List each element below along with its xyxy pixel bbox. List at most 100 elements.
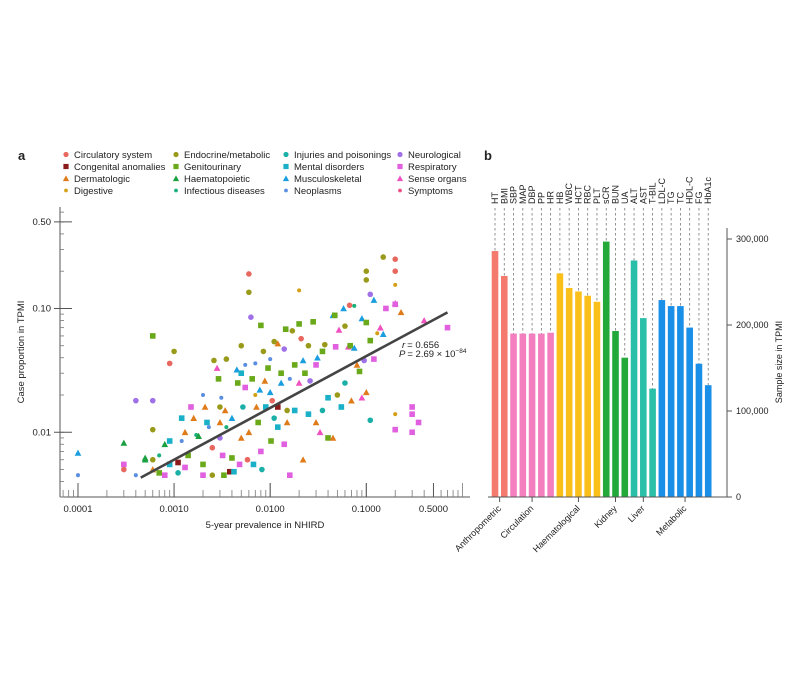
bar-bun	[612, 331, 619, 497]
bar-hr	[547, 332, 554, 497]
data-point	[392, 301, 399, 308]
bar-bmi	[500, 275, 508, 497]
data-point	[238, 342, 245, 349]
data-point	[342, 380, 348, 386]
data-point	[350, 344, 358, 351]
bar-wbc	[565, 288, 573, 497]
data-point	[223, 356, 230, 362]
data-point	[370, 296, 378, 303]
data-point	[200, 461, 206, 468]
data-point	[367, 417, 374, 424]
data-point	[149, 426, 156, 433]
data-point	[204, 419, 210, 426]
bar-hdl-c	[686, 327, 693, 497]
data-point	[392, 426, 399, 433]
data-point	[363, 268, 370, 274]
x-tick-label: 0.0100	[256, 504, 285, 515]
data-point	[397, 309, 405, 316]
panel-b-label: b	[484, 148, 492, 163]
data-point	[296, 321, 302, 327]
data-point	[219, 395, 224, 400]
y-axis-label: Case proportion in TPMI	[16, 301, 27, 404]
bar-chart: HT BMI SBP MAP DBP PP HR HB WBC HCT RBC PLT sCR BUN UA…	[453, 176, 784, 554]
legend-marker	[398, 188, 402, 193]
data-point	[291, 362, 298, 368]
data-point	[149, 333, 156, 339]
data-point	[268, 438, 274, 444]
legend-marker	[64, 188, 68, 193]
legend-label: Dermatologic	[74, 174, 130, 185]
bar-category-label: AST	[638, 186, 648, 204]
legend-marker	[174, 188, 178, 193]
bar-category-label: HT	[490, 192, 500, 204]
data-point	[249, 376, 256, 382]
bar-category-label: DBP	[527, 185, 537, 204]
data-point	[358, 394, 366, 401]
group-label: Kidney	[592, 503, 619, 530]
bar-map	[519, 333, 527, 497]
legend-marker	[282, 175, 290, 182]
data-point	[312, 419, 320, 426]
panel-a-label: a	[18, 148, 26, 163]
data-point	[228, 414, 236, 421]
data-point	[255, 419, 261, 426]
p-symbol: P	[399, 349, 406, 360]
r-value: = 0.656	[407, 340, 439, 351]
x-tick-label: 0.0010	[160, 504, 189, 515]
data-point	[340, 305, 347, 312]
bar-category-label: UA	[620, 191, 630, 204]
regression-line	[140, 311, 449, 479]
data-point	[420, 317, 428, 324]
data-point	[287, 472, 293, 478]
bar-tg	[667, 306, 675, 497]
legend-label: Sense organs	[408, 174, 467, 185]
data-point	[209, 472, 216, 478]
bar-rbc	[584, 295, 591, 497]
data-point	[383, 305, 389, 312]
legend-marker	[396, 175, 404, 182]
data-point	[224, 425, 229, 430]
data-point	[237, 434, 245, 441]
data-point	[392, 256, 399, 262]
bar-category-label: PLT	[592, 188, 602, 204]
bar-category-label: BUN	[611, 185, 621, 204]
x-tick-label: 0.1000	[352, 504, 381, 515]
data-point	[314, 354, 321, 361]
data-point	[313, 362, 319, 368]
data-point	[179, 438, 184, 444]
data-point	[182, 464, 188, 471]
data-point	[281, 441, 288, 448]
data-point	[266, 389, 274, 396]
bar-plt	[593, 301, 601, 497]
bar-hct	[575, 291, 582, 497]
data-point	[444, 324, 451, 331]
data-point	[331, 312, 338, 319]
group-label: Haematological	[531, 503, 582, 554]
legend-marker	[397, 163, 403, 170]
legend-label: Musculoskeletal	[294, 174, 362, 185]
data-point	[393, 412, 398, 417]
data-point	[157, 453, 162, 458]
bar-hba1c	[704, 385, 712, 497]
x-axis-label: 5-year prevalence in NHIRD	[206, 520, 325, 531]
data-point	[221, 407, 229, 414]
data-point	[149, 456, 156, 463]
data-point	[362, 389, 370, 396]
data-point	[380, 254, 387, 260]
legend-marker	[397, 151, 403, 158]
data-point	[283, 419, 291, 426]
data-point	[281, 346, 288, 352]
data-point	[310, 319, 316, 325]
data-point	[75, 473, 80, 478]
group-label: Circulation	[498, 503, 535, 540]
data-point	[278, 370, 284, 376]
data-point	[121, 466, 127, 473]
bar-category-label: WBC	[564, 183, 574, 204]
data-point	[209, 444, 216, 451]
data-point	[325, 435, 331, 441]
bar-y-tick-label: 0	[736, 492, 741, 502]
p-annotation: P = 2.69 × 10−84	[399, 348, 467, 360]
bar-category-label: SBP	[509, 186, 519, 204]
y-tick-label: 0.10	[33, 303, 52, 314]
